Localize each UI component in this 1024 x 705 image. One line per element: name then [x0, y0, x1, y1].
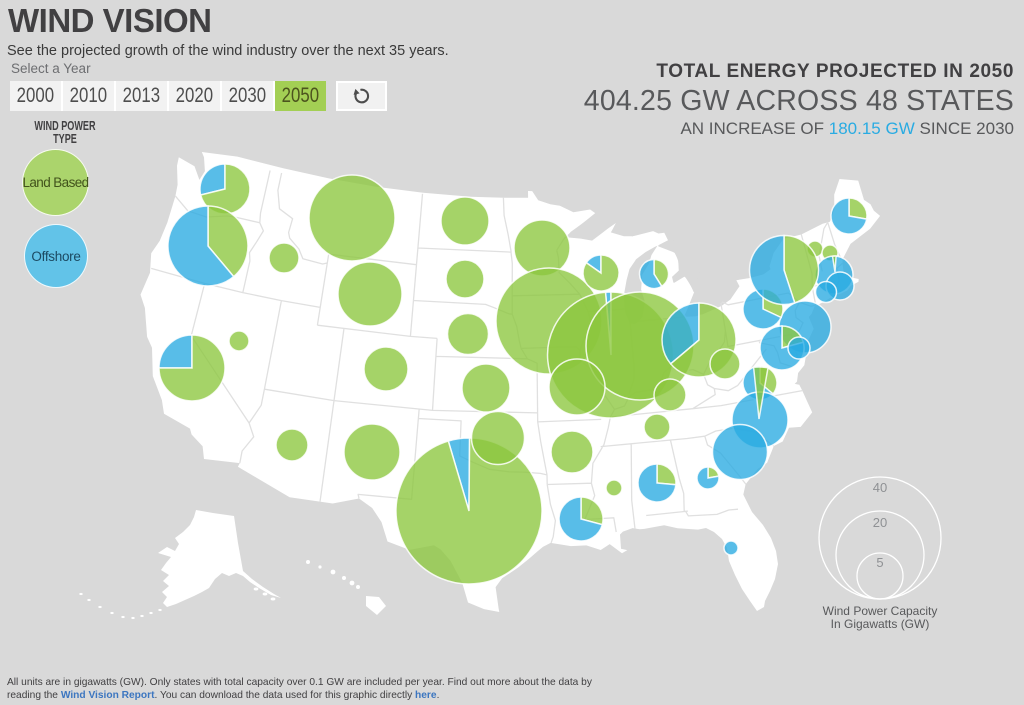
svg-text:40: 40 [873, 480, 887, 495]
svg-text:Wind Power Capacity: Wind Power Capacity [823, 604, 938, 618]
svg-text:In Gigawatts (GW): In Gigawatts (GW) [831, 617, 930, 631]
svg-text:5: 5 [876, 555, 883, 570]
svg-text:20: 20 [873, 515, 887, 530]
